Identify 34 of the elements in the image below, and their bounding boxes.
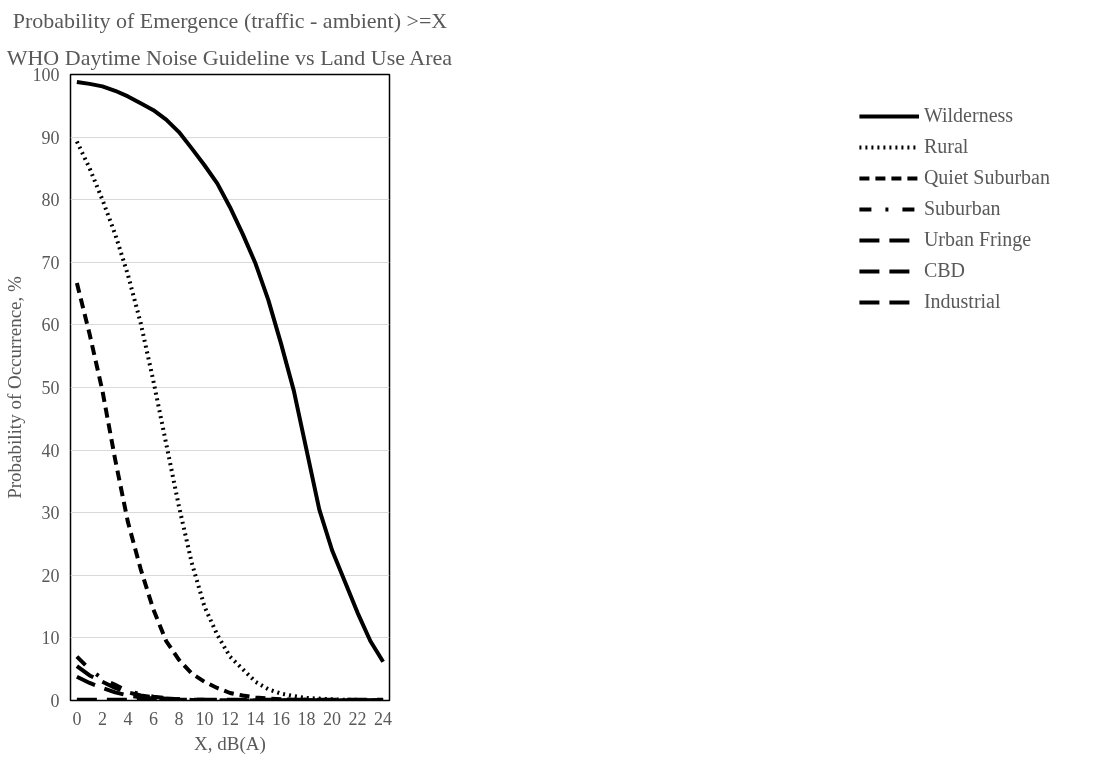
y-tick-label: 60 bbox=[41, 315, 60, 336]
x-tick-label: 12 bbox=[221, 708, 239, 729]
y-tick-label: 30 bbox=[41, 503, 60, 524]
y-axis-title: Probability of Occurrence, % bbox=[3, 276, 25, 499]
y-tick-label: 10 bbox=[41, 628, 60, 649]
y-tick-label: 20 bbox=[41, 565, 60, 586]
legend-label: CBD bbox=[923, 259, 966, 282]
y-tick-label: 90 bbox=[41, 127, 60, 148]
x-axis-title: X, dB(A) bbox=[194, 732, 266, 755]
y-tick-label: 50 bbox=[41, 378, 60, 398]
x-tick-label: 0 bbox=[72, 708, 82, 729]
y-tick-label: 100 bbox=[32, 65, 60, 85]
legend-label: Suburban bbox=[923, 197, 1001, 220]
x-tick-label: 18 bbox=[297, 708, 316, 729]
x-tick-label: 2 bbox=[97, 708, 107, 729]
chart-title: Probability of Emergence (traffic - ambient) >=X bbox=[12, 7, 448, 33]
x-tick-label: 24 bbox=[374, 708, 393, 729]
y-tick-label: 40 bbox=[41, 440, 60, 461]
legend-label: Urban Fringe bbox=[923, 228, 1032, 251]
y-tick-label: 0 bbox=[50, 691, 60, 711]
x-tick-label: 6 bbox=[148, 708, 158, 729]
x-tick-label: 8 bbox=[174, 708, 184, 729]
legend-label: Industrial bbox=[923, 290, 1001, 313]
legend-label: Wilderness bbox=[923, 104, 1014, 127]
x-tick-label: 14 bbox=[246, 708, 265, 729]
y-tick-label: 70 bbox=[41, 252, 60, 273]
x-tick-label: 20 bbox=[323, 708, 342, 729]
legend-label: Rural bbox=[923, 135, 969, 158]
y-tick-label: 80 bbox=[41, 190, 60, 211]
x-tick-label: 16 bbox=[272, 708, 291, 729]
x-tick-label: 22 bbox=[348, 708, 367, 729]
x-tick-label: 10 bbox=[195, 708, 214, 729]
x-tick-label: 4 bbox=[123, 708, 133, 729]
legend-label: Quiet Suburban bbox=[923, 166, 1050, 189]
